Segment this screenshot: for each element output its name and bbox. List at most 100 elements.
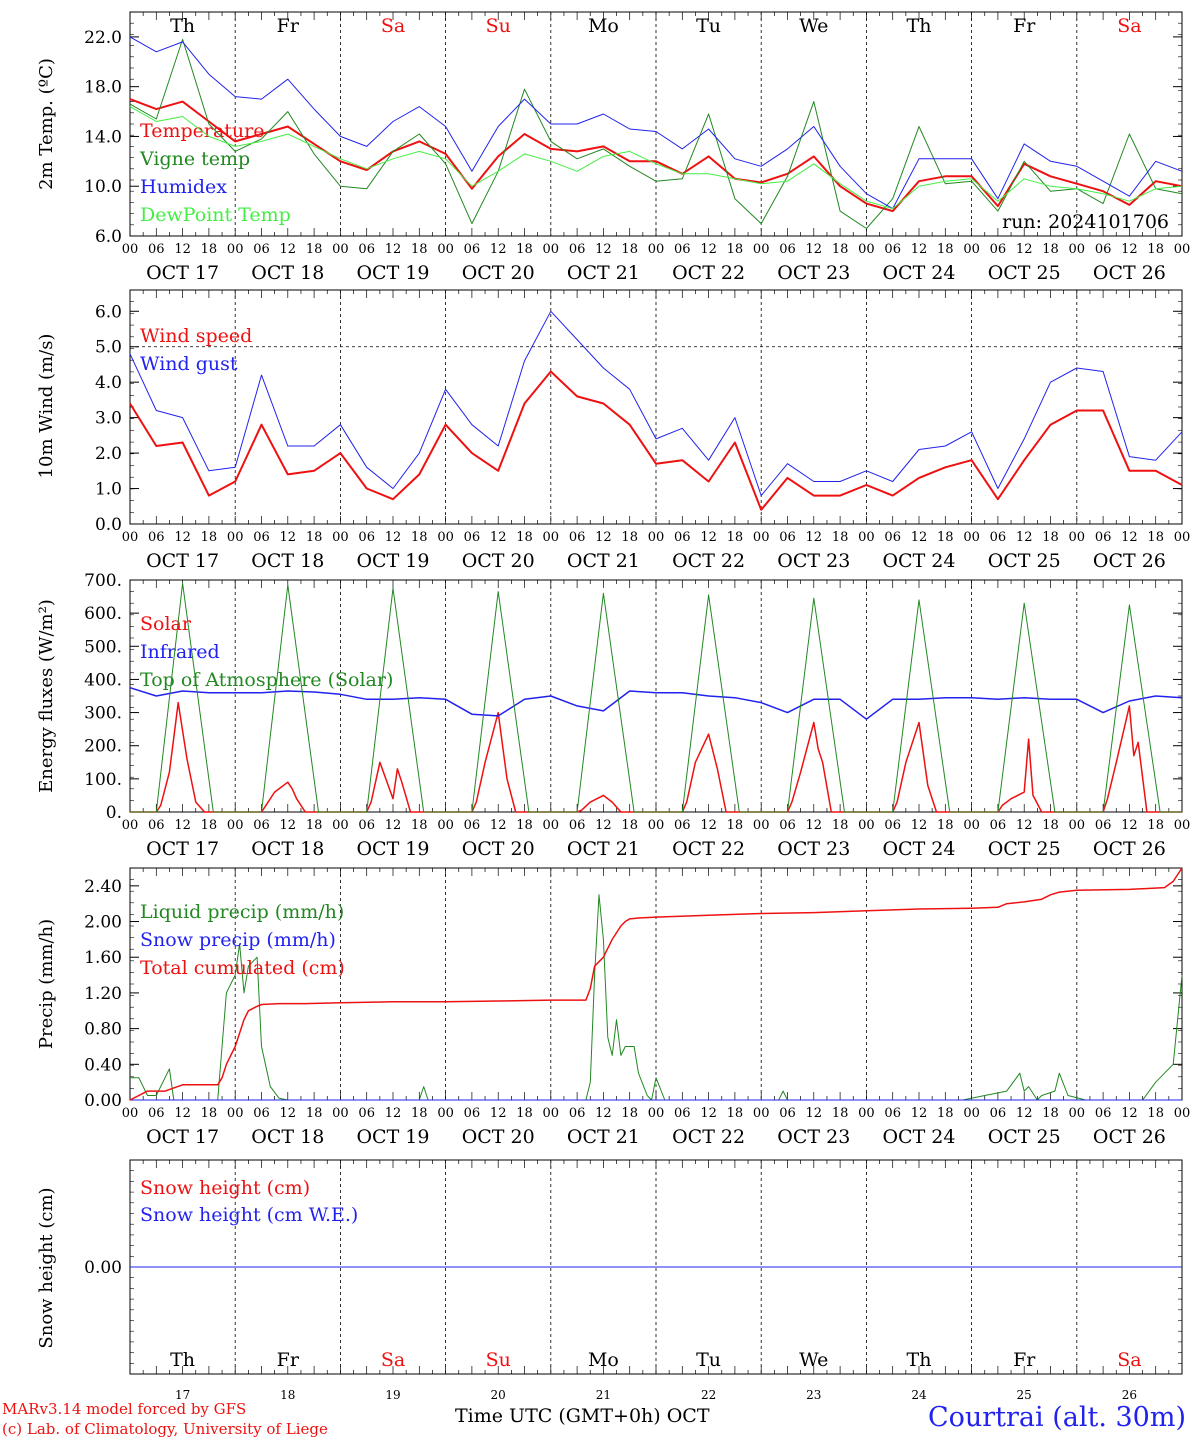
hour-tick-label: 18	[516, 818, 533, 833]
hour-tick-label: 18	[727, 1106, 744, 1121]
hour-tick-label: 18	[411, 1106, 428, 1121]
hour-tick-label: 18	[201, 818, 218, 833]
hour-tick-label: 06	[674, 818, 691, 833]
hour-tick-label: 12	[490, 530, 507, 545]
hour-tick-label: 12	[1121, 1106, 1138, 1121]
date-label: OCT 17	[146, 1126, 219, 1148]
hour-tick-label: 06	[253, 818, 270, 833]
hour-tick-label: 00	[543, 818, 560, 833]
hour-tick-label: 12	[385, 530, 402, 545]
y-tick-label: 5.0	[95, 338, 122, 358]
date-label: OCT 21	[567, 550, 640, 572]
hour-tick-label: 12	[490, 1106, 507, 1121]
hour-tick-label: 12	[595, 818, 612, 833]
hour-tick-label: 06	[674, 242, 691, 257]
date-label: OCT 26	[1093, 550, 1166, 572]
hour-tick-label: 18	[937, 1106, 954, 1121]
hour-tick-label: 00	[122, 818, 139, 833]
y-tick-label: 0.80	[84, 1020, 122, 1040]
hour-tick-label: 06	[884, 818, 901, 833]
panel-4: 0.00 0.40 0.80 1.20 1.60 2.00 2.40 Precip (mm/h…	[36, 867, 1190, 1148]
hour-tick-label: 06	[779, 530, 796, 545]
hour-tick-label: 00	[227, 530, 244, 545]
hour-tick-label: 00	[963, 242, 980, 257]
hour-tick-label: 00	[332, 242, 349, 257]
date-label: OCT 18	[251, 838, 324, 860]
hour-tick-label: 18	[201, 242, 218, 257]
series-line-humidex	[129, 36, 1183, 210]
hour-tick-label: 06	[569, 818, 586, 833]
date-label: OCT 17	[146, 838, 219, 860]
hour-tick-label: 06	[253, 530, 270, 545]
date-label: OCT 25	[988, 550, 1061, 572]
series-line-vigne-temp	[129, 38, 1183, 229]
weekday-label-top: Su	[486, 15, 511, 37]
date-label: OCT 20	[462, 1126, 535, 1148]
hour-tick-label: 18	[1147, 818, 1164, 833]
hour-tick-label: 18	[1042, 242, 1059, 257]
date-label: OCT 26	[1093, 838, 1166, 860]
hour-tick-label: 12	[385, 818, 402, 833]
hour-tick-label: 06	[253, 242, 270, 257]
legend-entry: Humidex	[140, 176, 227, 198]
hour-tick-label: 06	[674, 530, 691, 545]
y-tick-label: 300.	[84, 704, 122, 724]
hour-tick-label: 00	[437, 530, 454, 545]
hour-tick-label: 00	[332, 1106, 349, 1121]
hour-tick-label: 00	[1174, 818, 1191, 833]
hour-tick-label: 00	[122, 242, 139, 257]
hour-tick-label: 12	[174, 1106, 191, 1121]
hour-tick-label: 00	[963, 530, 980, 545]
date-label: OCT 23	[777, 550, 850, 572]
hour-tick-label: 12	[806, 242, 823, 257]
y-tick-label: 0.40	[84, 1055, 122, 1075]
hour-tick-label: 00	[1069, 1106, 1086, 1121]
hour-tick-label: 18	[832, 818, 849, 833]
series-line-wind-speed	[129, 370, 1183, 511]
date-label: OCT 17	[146, 262, 219, 284]
hour-tick-label: 12	[911, 242, 928, 257]
hour-tick-label: 00	[437, 818, 454, 833]
date-label: OCT 18	[251, 1126, 324, 1148]
hour-tick-label: 18	[306, 530, 323, 545]
hour-tick-label: 00	[332, 818, 349, 833]
legend-entry: Snow height (cm)	[140, 1177, 310, 1199]
hour-tick-label: 12	[280, 1106, 297, 1121]
y-tick-label: 600.	[84, 604, 122, 624]
hour-tick-label: 18	[1147, 242, 1164, 257]
hour-tick-label: 06	[148, 242, 165, 257]
y-tick-label: 3.0	[95, 409, 122, 429]
hour-tick-label: 06	[358, 242, 375, 257]
station-name: Courtrai (alt. 30m)	[927, 1402, 1186, 1433]
weekday-label-top: Fr	[277, 15, 300, 37]
legend-entry: Vigne temp	[139, 148, 250, 170]
hour-tick-label: 06	[464, 242, 481, 257]
hour-tick-label: 00	[963, 818, 980, 833]
hour-tick-label: 06	[884, 242, 901, 257]
weekday-label-bottom: Sa	[1117, 1349, 1141, 1371]
hour-tick-label: 12	[700, 530, 717, 545]
hour-tick-label: 00	[753, 530, 770, 545]
day-number-label: 17	[175, 1388, 190, 1402]
hour-tick-label: 06	[779, 1106, 796, 1121]
y-tick-label: 10.0	[84, 177, 122, 197]
hour-tick-label: 12	[174, 242, 191, 257]
date-label: OCT 18	[251, 550, 324, 572]
hour-tick-label: 00	[648, 530, 665, 545]
date-label: OCT 21	[567, 262, 640, 284]
weekday-label-top: Sa	[1117, 15, 1141, 37]
hour-tick-label: 18	[516, 242, 533, 257]
hour-tick-label: 18	[306, 818, 323, 833]
hour-tick-label: 12	[1016, 1106, 1033, 1121]
credit-line-1: MARv3.14 model forced by GFS	[2, 1400, 247, 1418]
y-tick-label: 0.00	[84, 1258, 122, 1278]
hour-tick-label: 06	[569, 242, 586, 257]
day-number-label: 21	[596, 1388, 611, 1402]
time-axis-title: Time UTC (GMT+0h) OCT	[455, 1405, 710, 1427]
hour-tick-label: 06	[674, 1106, 691, 1121]
hour-tick-label: 00	[1174, 242, 1191, 257]
date-label: OCT 20	[462, 838, 535, 860]
hour-tick-label: 12	[700, 818, 717, 833]
hour-tick-label: 18	[937, 530, 954, 545]
